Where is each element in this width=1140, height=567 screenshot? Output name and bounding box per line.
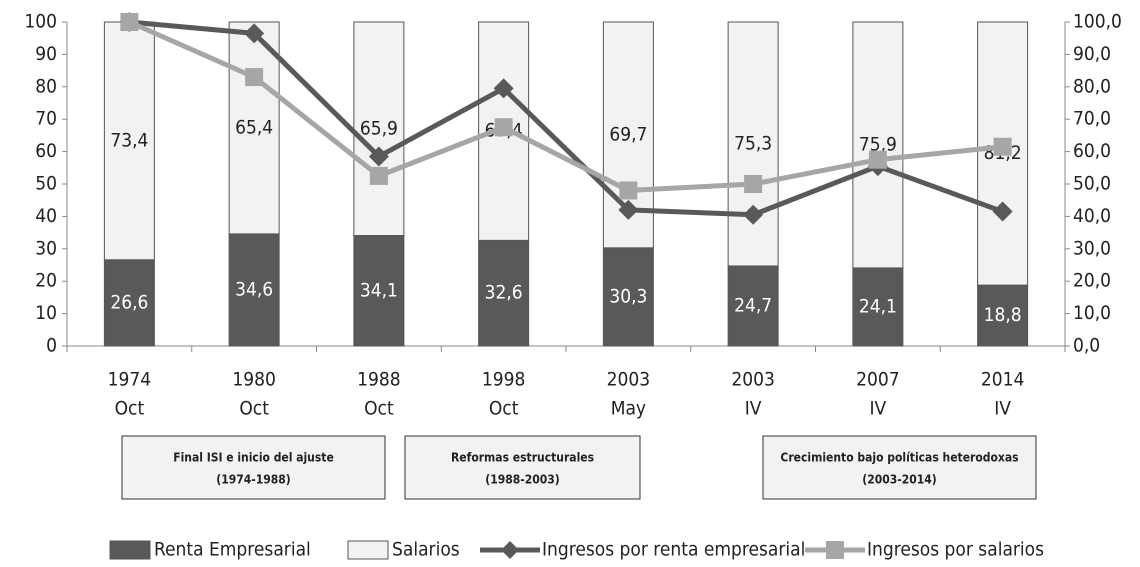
y2-tick-label: 40,0 xyxy=(1073,205,1111,227)
bar xyxy=(478,239,530,347)
data-label: 34,1 xyxy=(360,279,398,301)
data-label: 65,4 xyxy=(235,116,273,138)
legend-label: Renta Empresarial xyxy=(154,539,311,561)
y-tick-label: 60 xyxy=(35,140,57,162)
y2-tick-label: 20,0 xyxy=(1073,270,1111,292)
marker xyxy=(743,204,764,225)
x-tick-label: 1980 xyxy=(232,369,276,391)
legend-marker xyxy=(826,541,844,559)
legend-marker xyxy=(501,541,519,559)
bar xyxy=(727,21,779,267)
y-tick-label: 40 xyxy=(35,205,57,227)
data-label: 75,3 xyxy=(734,132,772,154)
data-label: 24,1 xyxy=(859,295,897,317)
y-tick-label: 10 xyxy=(35,302,57,324)
data-label: 26,6 xyxy=(110,291,148,313)
legend-label: Salarios xyxy=(392,539,460,561)
bar xyxy=(228,21,280,235)
marker xyxy=(868,150,887,169)
data-label: 34,6 xyxy=(235,278,273,300)
bar xyxy=(228,233,280,347)
x-tick-label: Oct xyxy=(489,398,519,420)
x-tick-label: IV xyxy=(870,398,887,420)
marker xyxy=(369,166,388,185)
legend-label: Ingresos por salarios xyxy=(867,539,1044,561)
data-label: 69,7 xyxy=(609,123,647,145)
legend-label: Ingresos por renta empresarial xyxy=(542,539,805,561)
marker xyxy=(494,118,513,137)
marker xyxy=(244,23,265,44)
y-tick-label: 20 xyxy=(35,270,57,292)
legend-swatch xyxy=(347,540,389,560)
x-tick-label: Oct xyxy=(115,398,145,420)
y2-tick-label: 70,0 xyxy=(1073,108,1111,130)
x-tick-label: 1988 xyxy=(357,369,401,391)
period-box xyxy=(762,435,1037,500)
marker xyxy=(120,13,139,31)
line xyxy=(128,19,1003,194)
bar xyxy=(727,265,779,347)
period-label: Crecimiento bajo políticas heterodoxas xyxy=(780,451,1018,465)
y-tick-label: 90 xyxy=(35,43,57,65)
y2-tick-label: 0,0 xyxy=(1073,335,1100,357)
y2-tick-label: 10,0 xyxy=(1073,302,1111,324)
x-tick-label: 2014 xyxy=(981,369,1025,391)
x-tick-label: 1998 xyxy=(482,369,526,391)
period-box xyxy=(404,435,641,500)
y2-tick-label: 80,0 xyxy=(1073,75,1111,97)
data-label: 65,9 xyxy=(360,117,398,139)
y-tick-label: 70 xyxy=(35,108,57,130)
bar xyxy=(103,21,155,261)
line xyxy=(129,19,1004,218)
x-tick-label: Oct xyxy=(364,398,394,420)
data-label: 73,4 xyxy=(110,129,148,151)
period-range: (1974-1988) xyxy=(216,473,291,487)
period-label: Reformas estructurales xyxy=(451,451,594,465)
marker xyxy=(993,137,1012,156)
bar xyxy=(852,267,904,347)
y-tick-label: 50 xyxy=(35,173,57,195)
x-tick-label: 2007 xyxy=(856,369,900,391)
bar xyxy=(353,21,405,237)
marker xyxy=(245,68,264,87)
y2-tick-label: 30,0 xyxy=(1073,237,1111,259)
period-label: Final ISI e inicio del ajuste xyxy=(173,451,334,465)
legend-swatch xyxy=(109,540,151,560)
data-label: 75,9 xyxy=(859,133,897,155)
marker xyxy=(744,175,763,193)
data-label: 32,6 xyxy=(485,282,523,304)
marker xyxy=(618,199,639,220)
x-tick-label: 1974 xyxy=(108,369,152,391)
data-label: 18,8 xyxy=(984,304,1022,326)
data-label: 24,7 xyxy=(734,294,772,316)
y-tick-label: 100 xyxy=(24,11,57,33)
x-tick-label: 2003 xyxy=(607,369,651,391)
y-tick-label: 80 xyxy=(35,75,57,97)
y-tick-label: 30 xyxy=(35,237,57,259)
y2-tick-label: 90,0 xyxy=(1073,43,1111,65)
marker xyxy=(493,78,514,99)
bar xyxy=(353,235,405,347)
period-box xyxy=(121,435,386,500)
x-tick-label: 2003 xyxy=(731,369,775,391)
marker xyxy=(368,146,389,167)
bar xyxy=(852,21,904,269)
data-label: 30,3 xyxy=(609,285,647,307)
marker xyxy=(619,181,638,200)
x-tick-label: May xyxy=(611,398,646,420)
x-tick-label: Oct xyxy=(239,398,269,420)
y2-tick-label: 60,0 xyxy=(1073,140,1111,162)
y2-tick-label: 50,0 xyxy=(1073,173,1111,195)
period-range: (1988-2003) xyxy=(485,473,560,487)
y-tick-label: 0 xyxy=(46,335,57,357)
x-tick-label: IV xyxy=(994,398,1011,420)
bar xyxy=(602,247,654,347)
y2-tick-label: 100,0 xyxy=(1073,11,1122,33)
marker xyxy=(992,201,1013,222)
period-range: (2003-2014) xyxy=(862,473,937,487)
x-tick-label: IV xyxy=(745,398,762,420)
